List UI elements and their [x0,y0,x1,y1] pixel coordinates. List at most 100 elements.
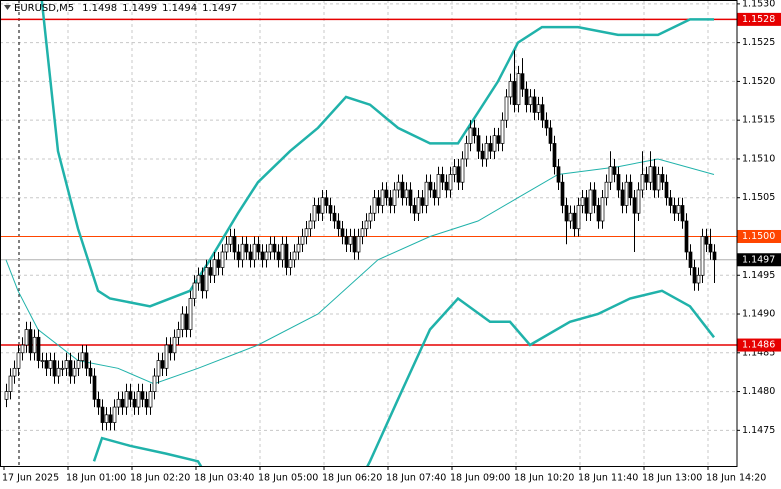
candle-body [484,143,489,160]
candle-body [300,236,305,245]
candle-body [360,228,365,237]
candle-body [596,205,601,222]
last-price-label: 1.1497 [742,254,775,265]
candle-body [328,205,333,214]
high-value: 1.1499 [122,3,157,14]
close-value: 1.1497 [202,3,237,14]
header: EURUSD,M5 1.1498 1.1499 1.1494 1.1497 [14,3,237,14]
candle-body [628,181,633,199]
price-label: 1.1528 [742,14,775,25]
candle-body [16,352,21,369]
candle-body [660,174,665,183]
candle-body [332,212,337,222]
candle-body [368,212,373,222]
candle-body [496,135,501,144]
x-tick-label: 18 Jun 09:00 [450,473,510,484]
candle-body [204,267,209,292]
candle-body [188,298,193,330]
candle-body [316,205,321,214]
candle-body [684,220,689,253]
candle-body [296,243,301,253]
candle-body [672,205,677,214]
candle-body [556,166,561,183]
candle-body [284,243,289,268]
candle-body [696,274,701,284]
candle-body [508,81,513,98]
candle-body [356,236,361,253]
candle-body [532,96,537,113]
candle-body [52,360,57,377]
y-tick-label: 1.1530 [742,0,775,9]
candle-body [168,344,173,354]
candle-body [376,197,381,206]
candle-body [472,127,477,137]
candle-body [576,205,581,230]
candle-body [60,367,65,370]
candle-body [528,96,533,106]
candle-body [648,166,653,183]
candle-body [352,236,357,253]
candle-body [560,181,565,206]
indicator-line [92,289,715,466]
candle-body [420,197,425,206]
candle-body [92,375,97,400]
candle-body [544,119,549,129]
candle-body [260,251,265,261]
candle-body [464,143,469,160]
plot-area [0,0,737,466]
candle-body [28,329,33,354]
candle-body [12,367,17,377]
x-tick-label: 18 Jun 02:20 [130,473,190,484]
candle-body [676,205,681,214]
candle-body [424,181,429,206]
candle-body [604,181,609,199]
candle-body [164,344,169,369]
candle-body [384,189,389,199]
candle-body [32,336,37,354]
candle-body [292,251,297,261]
candle-body [452,166,457,175]
candle-body [568,212,573,222]
candle-body [612,166,617,175]
x-tick-label: 18 Jun 03:40 [194,473,254,484]
candle-body [56,367,61,377]
last-price-box [737,253,781,267]
price-label: 1.1500 [742,231,775,242]
y-tick-label: 1.1510 [742,153,775,164]
open-value: 1.1498 [82,3,117,14]
candle-body [212,259,217,276]
candle-body [404,189,409,199]
y-tick-label: 1.1515 [742,115,775,126]
candle-body [704,236,709,245]
candle-body [44,360,49,369]
candle-body [388,197,393,206]
candle-body [456,166,461,183]
candle-body [436,174,441,199]
candle-body [640,174,645,191]
candle-body [36,336,41,361]
candle-body [688,251,693,268]
candle-body [268,243,273,253]
candle-body [84,352,89,369]
candle-body [540,104,545,121]
candle-body [396,181,401,191]
candle-body [580,197,585,206]
candle-body [68,360,73,377]
candle-body [572,212,577,230]
candle-body [548,127,553,144]
candle-body [180,313,185,330]
candle-body [700,236,705,276]
candle-body [220,251,225,268]
candle-body [128,391,133,400]
candle-body [20,344,25,354]
candle-body [340,228,345,237]
candle-body [120,398,125,408]
candle-body [244,243,249,253]
indicator-line [5,158,715,385]
candle-body [584,197,589,214]
candle-body [108,414,113,423]
menu-icon[interactable] [4,5,11,10]
candle-body [480,150,485,160]
candle-body [668,197,673,206]
